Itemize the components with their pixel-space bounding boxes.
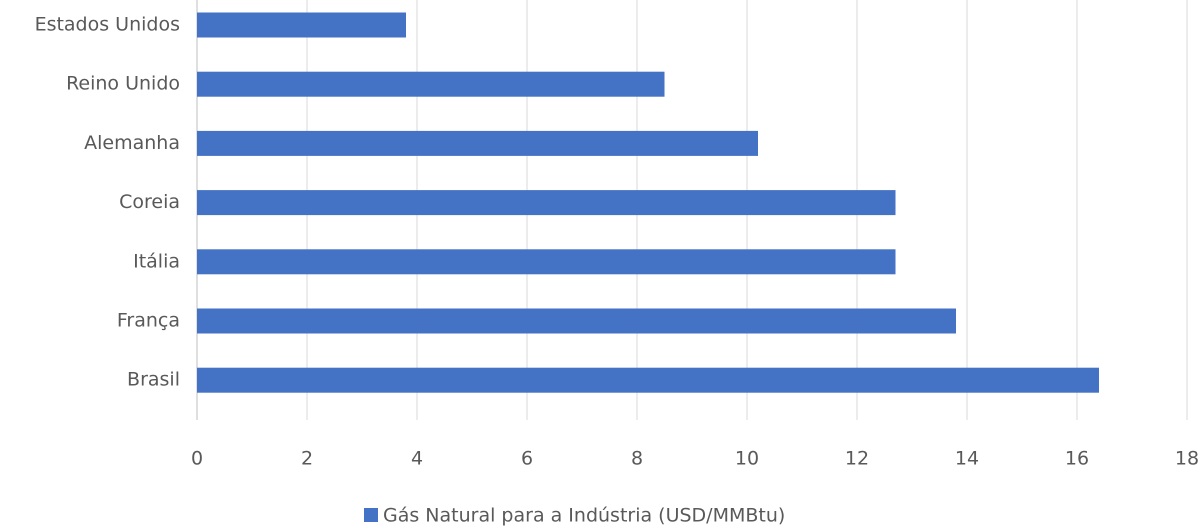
bar [197,130,758,156]
x-tick-label: 12 [845,448,869,470]
legend-swatch [364,508,378,522]
y-tick-label: Coreia [119,191,180,213]
y-tick-label: Estados Unidos [35,14,180,36]
bar [197,249,896,275]
x-tick-label: 14 [955,448,979,470]
y-tick-label: Itália [133,250,180,272]
x-tick-label: 10 [735,448,759,470]
x-tick-label: 18 [1175,448,1199,470]
x-tick-label: 16 [1065,448,1089,470]
y-tick-label: França [117,310,180,332]
bar [197,12,406,38]
y-tick-label: Reino Unido [66,73,180,95]
x-tick-label: 4 [411,448,423,470]
x-tick-label: 2 [301,448,313,470]
x-tick-label: 6 [521,448,533,470]
x-tick-label: 8 [631,448,643,470]
y-tick-label: Brasil [127,369,180,391]
bar [197,71,665,97]
bar [197,367,1099,393]
x-tick-label: 0 [191,448,203,470]
bar [197,190,896,216]
bar [197,308,956,334]
legend-label: Gás Natural para a Indústria (USD/MMBtu) [383,505,785,527]
y-tick-label: Alemanha [84,132,180,154]
